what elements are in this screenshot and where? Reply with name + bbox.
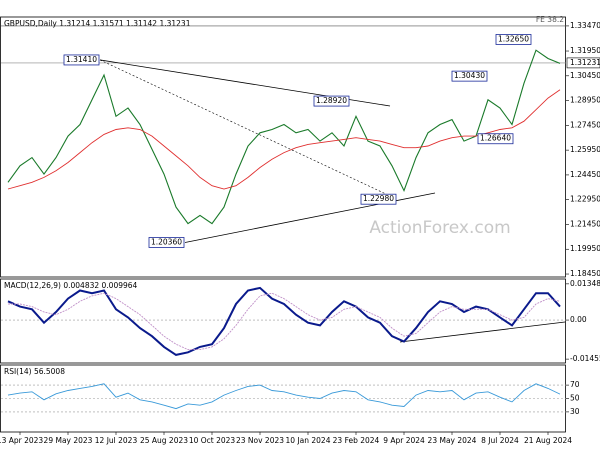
x-tick-label: 29 May 2023: [44, 436, 93, 445]
x-tick-label: 23 May 2024: [428, 436, 477, 445]
annotation-box: [477, 133, 514, 145]
annotation-box: [313, 95, 350, 107]
x-tick-label: 10 Oct 2023: [189, 436, 236, 445]
y-tick-label: 1.30450: [570, 71, 600, 80]
annotation-label: 1.20360: [151, 237, 182, 246]
annotation-label: 1.26640: [480, 134, 511, 143]
annotation-box: [63, 54, 100, 66]
annotation-box: [495, 34, 532, 45]
y-tick-label: 1.18450: [570, 269, 600, 278]
annotation-box: [451, 70, 488, 82]
annotation-label: 1.31410: [66, 55, 97, 64]
series-line: [7, 49, 561, 225]
current-price-label: 1.31231: [570, 58, 600, 67]
y-tick-label: 1.25950: [570, 145, 600, 154]
panel-title: RSI(14) 56.5008: [4, 367, 65, 376]
y-tick-label: 1.19950: [570, 244, 600, 253]
x-tick-label: 23 Feb 2024: [333, 436, 380, 445]
y-tick-label: 1.24450: [570, 170, 600, 179]
y-tick-label: 70: [570, 380, 580, 389]
x-tick-label: 10 Jan 2024: [286, 436, 331, 445]
panel-title: GBPUSD,Daily 1.31214 1.31571 1.31142 1.3…: [4, 19, 191, 28]
y-tick-label: 1.33470: [570, 21, 600, 30]
annotation-box: [360, 193, 397, 205]
y-tick-label: 1.28950: [570, 96, 600, 105]
current-price-box: [566, 57, 600, 69]
x-tick-label: 12 Jul 2023: [95, 436, 138, 445]
y-tick-label: 1.27450: [570, 120, 600, 129]
y-tick-label: 0.013489: [570, 279, 600, 288]
y-tick-label: 1.21450: [570, 219, 600, 228]
x-tick-label: 8 Jul 2024: [481, 436, 519, 445]
x-tick-label: 13 Apr 2023: [0, 436, 43, 445]
watermark: ActionForex.com: [369, 218, 510, 238]
annotation-label: 1.22980: [363, 194, 394, 203]
panel-title: MACD(12,26,9) 0.004832 0.009964: [4, 281, 138, 290]
annotation-label: 1.32650: [498, 34, 529, 43]
x-tick-label: 9 Apr 2024: [383, 436, 425, 445]
macd-trendline: [399, 321, 566, 343]
price-panel: [0, 16, 566, 278]
trendline: [99, 59, 398, 200]
series-line: [7, 286, 561, 356]
x-tick-label: 23 Nov 2023: [236, 436, 284, 445]
x-tick-label: 21 Aug 2024: [524, 436, 572, 445]
series-line: [8, 292, 561, 351]
y-tick-label: 30: [570, 407, 580, 416]
series-line: [7, 89, 561, 190]
series-line: [7, 383, 561, 410]
reference-label: FE 38.2: [536, 15, 564, 24]
annotation-label: 1.30430: [454, 71, 485, 80]
y-tick-label: 1.31950: [570, 46, 600, 55]
y-tick-label: -0.014554: [570, 354, 600, 363]
y-tick-label: 50: [570, 394, 580, 403]
y-tick-label: 1.22950: [570, 195, 600, 204]
annotation-label: 1.28920: [316, 96, 347, 105]
annotation-box: [148, 237, 185, 248]
x-tick-label: 25 Aug 2023: [140, 436, 188, 445]
macd-panel: [0, 278, 566, 364]
y-tick-label: 0.00: [570, 315, 587, 324]
